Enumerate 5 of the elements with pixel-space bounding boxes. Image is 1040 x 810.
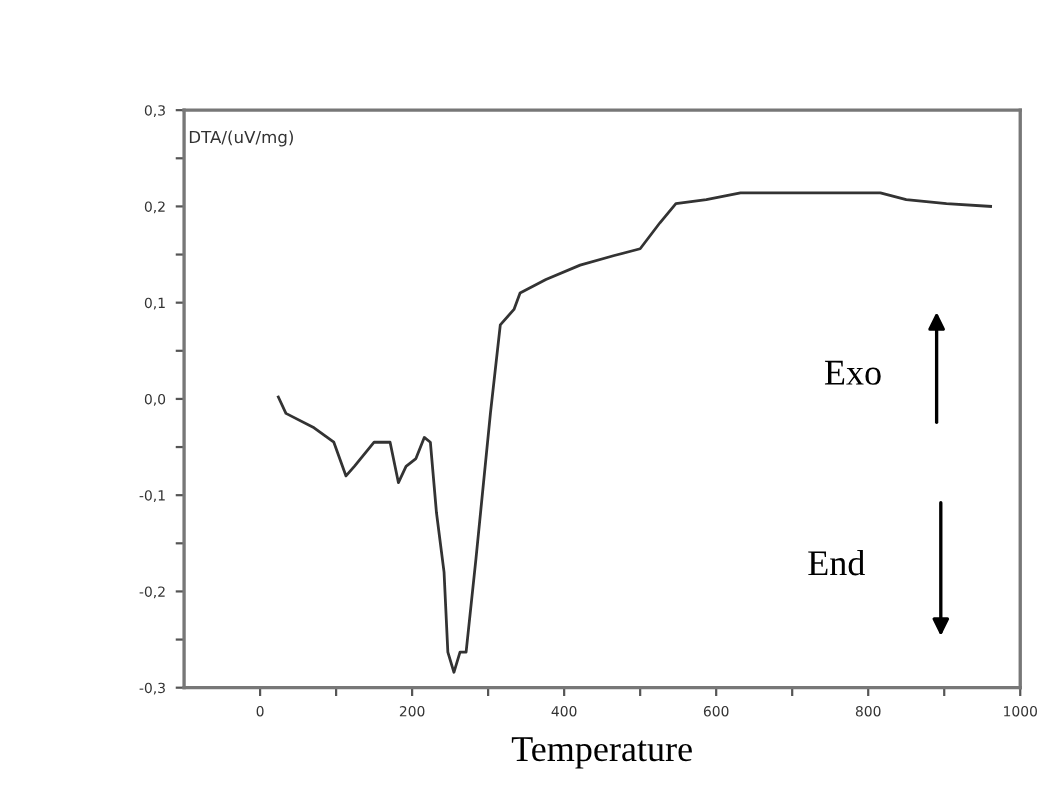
annotation: Exo xyxy=(824,360,881,385)
x-axis-title: Temperature xyxy=(511,737,692,769)
line-series xyxy=(276,191,992,674)
annotation: End xyxy=(808,550,865,576)
y-axis-title: DTA/(uV/mg) xyxy=(189,130,293,147)
